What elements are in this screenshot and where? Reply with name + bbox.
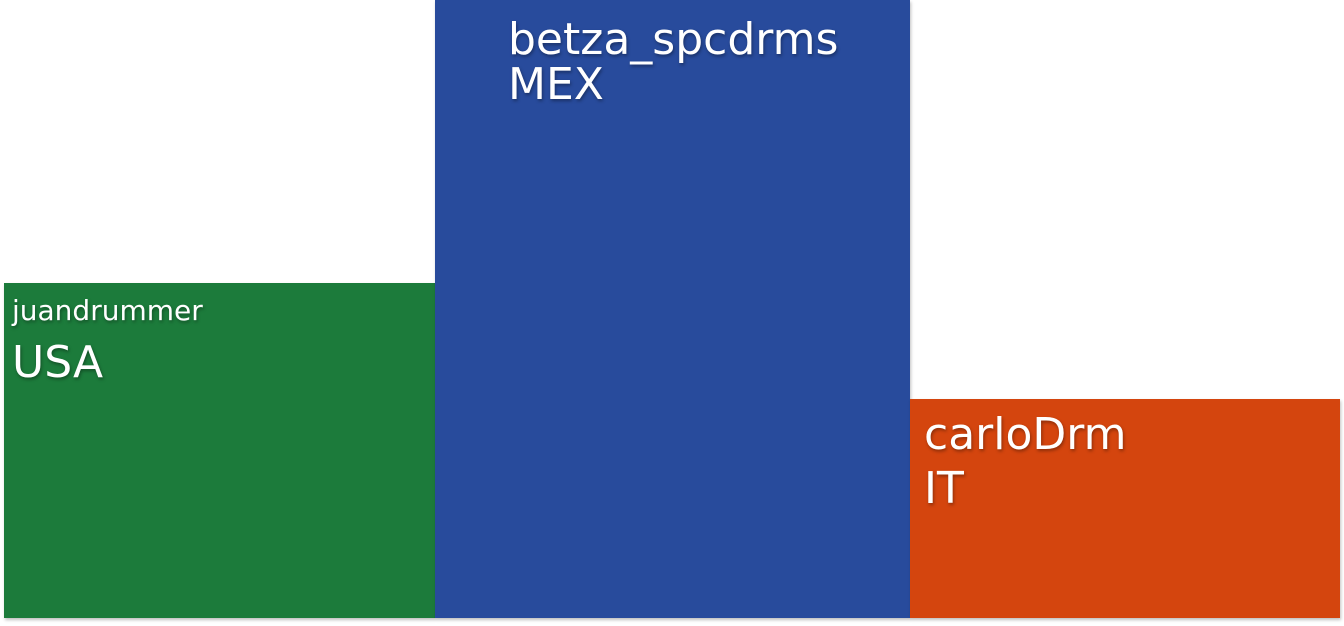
username-label: carloDrm [924, 409, 1127, 460]
podium-block-third: carloDrm IT [910, 399, 1340, 618]
podium-block-second: juandrummer USA [4, 283, 435, 618]
username-label: betza_spcdrms [508, 14, 839, 65]
country-label: IT [924, 463, 964, 514]
country-label: USA [12, 337, 104, 388]
username-label: juandrummer [12, 294, 203, 327]
podium-block-first: betza_spcdrms MEX [435, 0, 910, 618]
country-label: MEX [508, 59, 604, 110]
